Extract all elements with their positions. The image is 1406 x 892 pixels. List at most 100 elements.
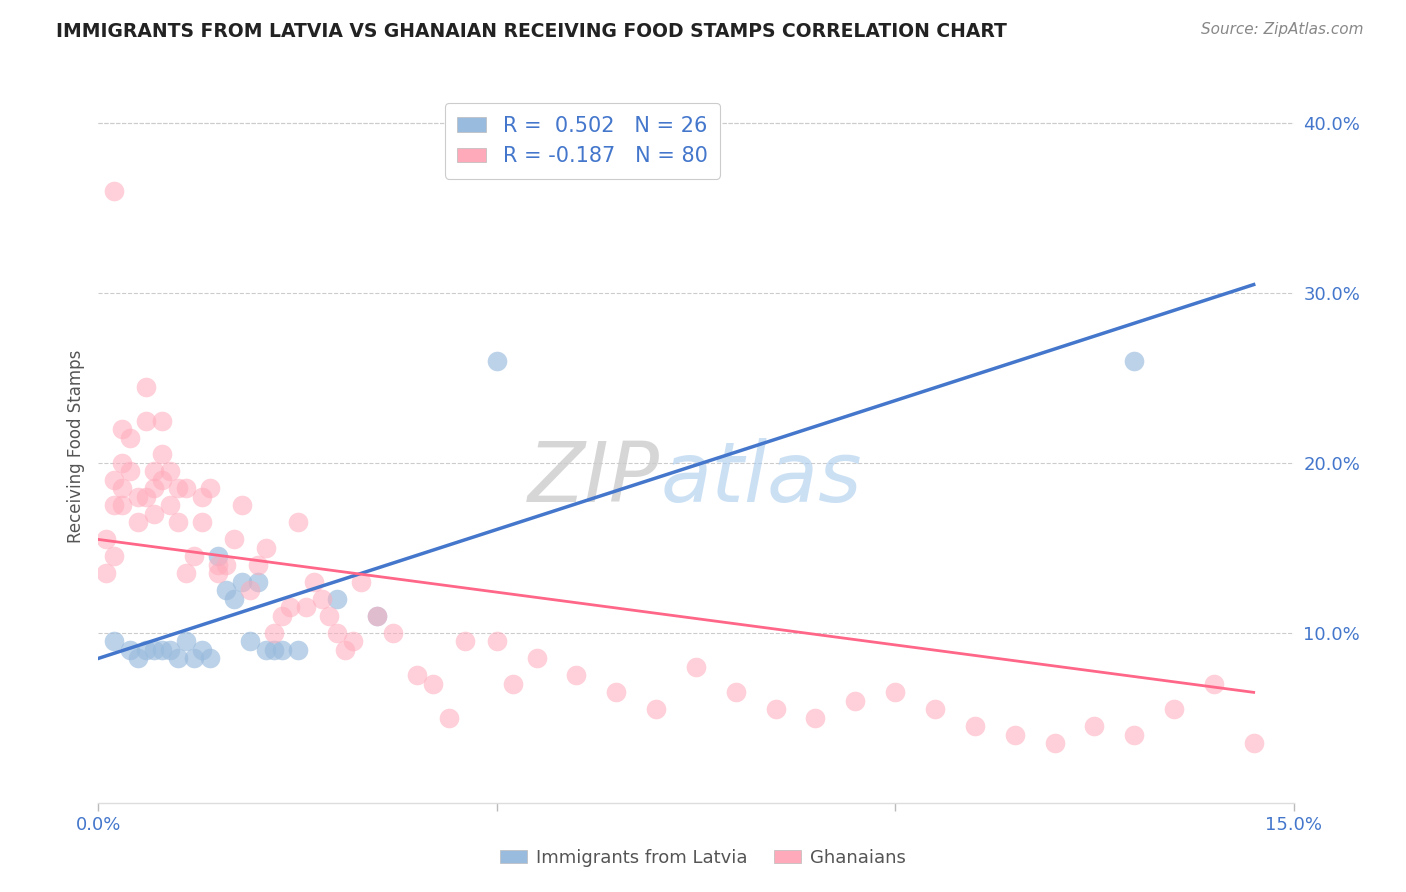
Point (326, 591, 349, 606)
Point (159, 643, 181, 657)
Point (844, 694, 866, 708)
Point (103, 549, 125, 564)
Point (143, 482, 166, 496)
Point (254, 643, 277, 657)
Point (454, 634, 477, 648)
Y-axis label: Receiving Food Stamps: Receiving Food Stamps (66, 350, 84, 542)
Point (198, 482, 221, 496)
Point (287, 516, 309, 530)
Point (191, 516, 214, 530)
Point (1202, 677, 1225, 691)
Point (263, 643, 285, 657)
Point (150, 643, 173, 657)
Point (135, 413, 157, 427)
Point (287, 643, 309, 657)
Point (96, 566, 118, 581)
Point (120, 465, 142, 479)
Point (804, 711, 827, 725)
Point (1123, 354, 1146, 368)
Point (135, 643, 157, 657)
Point (127, 651, 149, 665)
Point (143, 465, 166, 479)
Point (350, 574, 373, 589)
Point (103, 634, 125, 648)
Point (254, 541, 277, 555)
Point (215, 583, 238, 598)
Point (183, 549, 205, 564)
Point (111, 456, 134, 470)
Point (150, 448, 173, 462)
Point (191, 643, 214, 657)
Point (207, 558, 229, 572)
Point (111, 422, 134, 436)
Point (198, 651, 221, 665)
Point (1123, 728, 1146, 742)
Point (231, 499, 253, 513)
Point (270, 643, 292, 657)
Legend: R =  0.502   N = 26, R = -0.187   N = 80: R = 0.502 N = 26, R = -0.187 N = 80 (444, 103, 720, 178)
Point (231, 574, 253, 589)
Point (502, 677, 524, 691)
Point (135, 379, 157, 393)
Point (111, 499, 134, 513)
Point (120, 643, 142, 657)
Text: ZIP: ZIP (529, 438, 661, 518)
Point (167, 482, 190, 496)
Point (366, 608, 388, 623)
Point (174, 634, 197, 648)
Point (1243, 736, 1265, 750)
Point (222, 591, 245, 606)
Point (1043, 736, 1066, 750)
Point (207, 566, 229, 581)
Point (685, 660, 707, 674)
Point (143, 507, 166, 521)
Legend: Immigrants from Latvia, Ghanaians: Immigrants from Latvia, Ghanaians (492, 842, 914, 874)
Point (215, 558, 238, 572)
Point (485, 634, 508, 648)
Text: Source: ZipAtlas.com: Source: ZipAtlas.com (1201, 22, 1364, 37)
Point (765, 702, 787, 716)
Point (724, 685, 747, 699)
Point (605, 685, 627, 699)
Point (526, 651, 548, 665)
Point (422, 677, 444, 691)
Point (103, 184, 125, 198)
Point (382, 626, 405, 640)
Point (437, 711, 460, 725)
Point (366, 608, 388, 623)
Point (167, 516, 190, 530)
Point (150, 413, 173, 427)
Point (96, 533, 118, 547)
Point (127, 516, 149, 530)
Point (1163, 702, 1185, 716)
Point (1004, 728, 1026, 742)
Point (485, 354, 508, 368)
Point (103, 473, 125, 487)
Text: atlas: atlas (661, 438, 862, 518)
Point (191, 490, 214, 504)
Text: IMMIGRANTS FROM LATVIA VS GHANAIAN RECEIVING FOOD STAMPS CORRELATION CHART: IMMIGRANTS FROM LATVIA VS GHANAIAN RECEI… (56, 22, 1007, 41)
Point (246, 574, 269, 589)
Point (342, 634, 364, 648)
Point (143, 643, 166, 657)
Point (174, 482, 197, 496)
Point (335, 643, 357, 657)
Point (318, 608, 340, 623)
Point (311, 591, 333, 606)
Point (294, 600, 316, 615)
Point (239, 634, 262, 648)
Point (924, 702, 946, 716)
Point (135, 490, 157, 504)
Point (239, 583, 262, 598)
Point (103, 499, 125, 513)
Point (278, 600, 301, 615)
Point (174, 566, 197, 581)
Point (302, 574, 325, 589)
Point (111, 482, 134, 496)
Point (270, 608, 292, 623)
Point (326, 626, 349, 640)
Point (884, 685, 907, 699)
Point (565, 668, 588, 682)
Point (120, 430, 142, 444)
Point (207, 549, 229, 564)
